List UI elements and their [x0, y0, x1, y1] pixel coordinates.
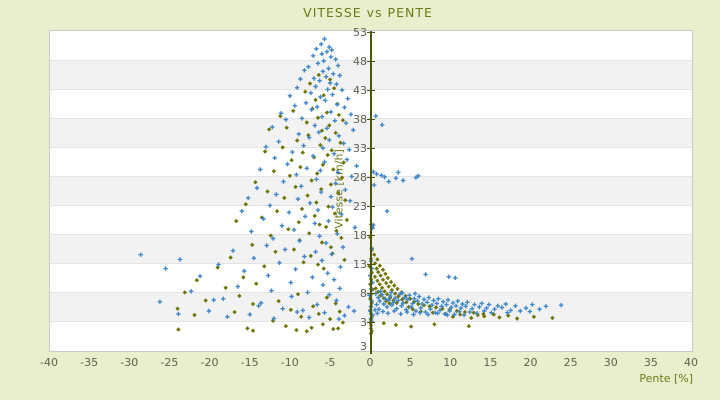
x-axis-title: Pente [%] [639, 372, 693, 385]
y-tick-label: 43 [353, 84, 367, 97]
y-tick-label: 33 [353, 142, 367, 155]
y-tick-label: 3 [360, 316, 367, 329]
plot-area: Vitesse [km/h] 53 48 43 38 33 28 23 18 13 8 3 3 [49, 26, 693, 354]
scatter-points-canvas [138, 36, 564, 336]
y-tick-label: 28 [353, 171, 367, 184]
y-tick-mark [367, 177, 375, 178]
y-tick-mark [367, 264, 375, 265]
x-tick-label: -35 [80, 356, 99, 369]
x-tick-label: -15 [240, 356, 259, 369]
x-tick-label: -10 [280, 356, 299, 369]
y-tick-mark [367, 119, 375, 120]
x-tick-label: 40 [684, 356, 698, 369]
y-tick-mark [367, 206, 375, 207]
x-tick-label: -40 [40, 356, 58, 369]
y-tick-mark [367, 90, 375, 91]
x-tick-label: 15 [483, 356, 498, 369]
y-tick-label: 38 [353, 113, 367, 126]
y-axis-corner-label: 3 [360, 340, 367, 353]
x-tick-label: 0 [366, 356, 374, 369]
y-tick-mark [367, 61, 375, 62]
x-tick-label: -20 [200, 356, 219, 369]
x-tick-label: -5 [324, 356, 336, 369]
y-tick-label: 48 [353, 55, 367, 68]
x-tick-label: -30 [120, 356, 139, 369]
y-tick-mark [367, 322, 375, 323]
x-tick-label: 20 [523, 356, 538, 369]
y-tick-label: 8 [360, 287, 367, 300]
y-tick-label: 18 [353, 229, 367, 242]
y-tick-mark [367, 235, 375, 236]
x-tick-label: -25 [160, 356, 179, 369]
x-tick-label: 35 [643, 356, 658, 369]
x-tick-label: 10 [443, 356, 458, 369]
y-tick-label: 23 [353, 200, 367, 213]
x-tick-label: 25 [563, 356, 578, 369]
y-tick-label: 53 [353, 26, 367, 39]
y-tick-mark [367, 148, 375, 149]
y-tick-label: 13 [353, 258, 367, 271]
x-tick-label: 30 [603, 356, 618, 369]
serie-bleue-points [138, 36, 564, 324]
y-tick-mark [367, 32, 375, 33]
y-tick-mark [367, 293, 375, 294]
x-tick-label: 5 [406, 356, 414, 369]
chart-title: VITESSE vs PENTE [303, 5, 433, 20]
y-axis-zero-line [370, 31, 372, 354]
